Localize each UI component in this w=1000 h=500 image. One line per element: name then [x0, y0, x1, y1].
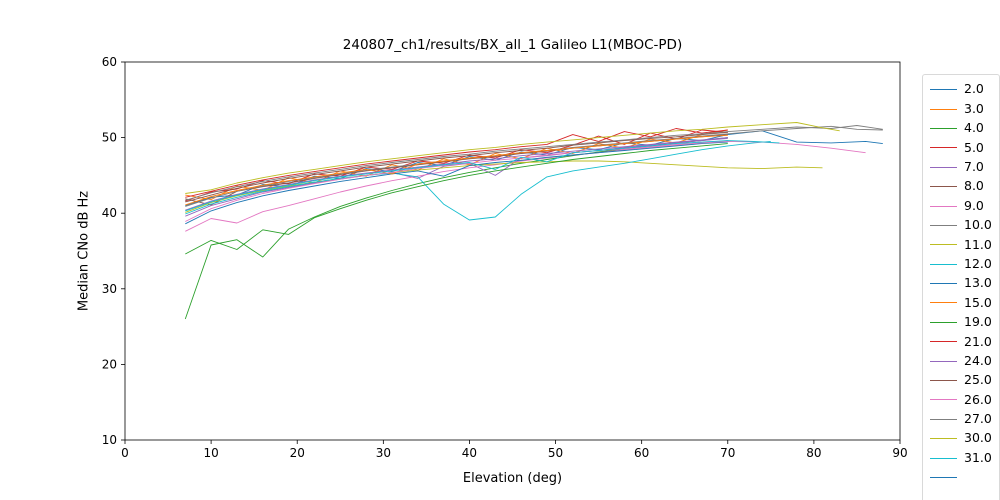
series-line-26.0 [185, 140, 866, 222]
legend-label: 27.0 [964, 411, 992, 427]
legend-line-swatch [930, 457, 957, 459]
legend-item-11.0: 11.0 [930, 235, 999, 254]
x-tick-label: 80 [806, 446, 821, 460]
series-line-10.0 [185, 125, 883, 207]
series-line-25.0 [185, 131, 728, 203]
x-axis-label: Elevation (deg) [462, 471, 563, 486]
legend-item-8.0: 8.0 [930, 177, 999, 196]
legend-line-swatch [930, 147, 957, 149]
axes-frame [124, 61, 901, 441]
legend-label: 24.0 [964, 352, 992, 368]
legend-item-7.0: 7.0 [930, 158, 999, 177]
series-line-11.0 [185, 160, 823, 213]
y-tick-label: 60 [102, 55, 117, 69]
x-tick-label: 60 [634, 446, 649, 460]
legend-label: 21.0 [964, 333, 992, 349]
legend-line-swatch [930, 89, 957, 91]
y-tick-label: 30 [102, 282, 117, 296]
legend-label: 9.0 [964, 197, 984, 213]
legend-label: 25.0 [964, 372, 992, 388]
legend-label: 7.0 [964, 159, 984, 174]
series-line-13.0 [185, 141, 728, 225]
legend-line-swatch [930, 477, 957, 478]
legend-line-swatch [930, 341, 957, 343]
series-line-9.0 [185, 140, 728, 232]
series-line-24.0 [185, 137, 728, 211]
legend-item-10.0: 10.0 [930, 216, 999, 235]
legend-label: 13.0 [964, 275, 992, 291]
x-tick-label: 20 [290, 446, 305, 460]
legend-item-31.0: 31.0 [930, 448, 999, 467]
series-line-15.0 [185, 134, 728, 206]
legend-item-30.0: 30.0 [930, 429, 999, 448]
series-line-19.0 [185, 143, 728, 255]
legend-line-swatch [930, 418, 957, 420]
legend-line-swatch [930, 283, 957, 285]
legend-item-26.0: 26.0 [930, 390, 999, 409]
legend-line-swatch [930, 263, 957, 265]
legend-label: 26.0 [964, 391, 992, 407]
legend-item-19.0: 19.0 [930, 313, 999, 332]
legend-item-12.0: 12.0 [930, 255, 999, 274]
series-line-31.0 [185, 140, 780, 212]
legend-item-2.0: 2.0 [930, 80, 999, 99]
legend-item-27.0: 27.0 [930, 410, 999, 429]
chart-title: 240807_ch1/results/BX_all_1 Galileo L1(M… [342, 37, 683, 53]
y-tick-label: 10 [102, 433, 117, 447]
legend-item-24.0: 24.0 [930, 351, 999, 370]
legend-line-swatch [930, 399, 957, 401]
legend-label: 30.0 [964, 430, 992, 446]
legend-label: 12.0 [964, 255, 992, 271]
legend-line-swatch [930, 360, 957, 362]
legend-item-15.0: 15.0 [930, 293, 999, 312]
legend-item-5.0: 5.0 [930, 138, 999, 157]
legend-label: 5.0 [964, 139, 984, 155]
legend-line-swatch [930, 108, 957, 110]
legend-line-swatch [930, 205, 957, 207]
x-tick-label: 0 [121, 446, 129, 460]
x-tick-label: 30 [376, 446, 391, 460]
legend-line-swatch [930, 244, 957, 246]
series-line-30.0 [185, 122, 840, 194]
legend-label: 10.0 [964, 217, 992, 233]
legend-line-swatch [930, 302, 957, 304]
legend-line-swatch [930, 166, 957, 168]
legend-line-swatch [930, 438, 957, 440]
legend-item-partial [930, 468, 999, 487]
legend-label: 11.0 [964, 236, 992, 252]
legend-line-swatch [930, 380, 957, 382]
x-tick-label: 50 [548, 446, 563, 460]
legend-label: 31.0 [964, 449, 992, 465]
legend-label: 8.0 [964, 178, 984, 194]
x-tick-label: 90 [892, 446, 907, 460]
legend-label: 2.0 [964, 81, 984, 97]
legend-line-swatch [930, 224, 957, 226]
legend-label: 3.0 [964, 100, 984, 116]
legend-item-25.0: 25.0 [930, 371, 999, 390]
legend-line-swatch [930, 127, 957, 129]
legend-label: 19.0 [964, 314, 992, 330]
legend-line-swatch [930, 186, 957, 188]
y-tick-label: 50 [102, 131, 117, 145]
legend-label: 15.0 [964, 294, 992, 310]
legend-line-swatch [930, 321, 957, 323]
legend-item-21.0: 21.0 [930, 332, 999, 351]
legend-item-4.0: 4.0 [930, 119, 999, 138]
legend-item-13.0: 13.0 [930, 274, 999, 293]
y-tick-label: 40 [102, 206, 117, 220]
series-line-27.0 [185, 125, 883, 201]
legend-item-3.0: 3.0 [930, 99, 999, 118]
legend-label: 4.0 [964, 120, 984, 136]
x-tick-label: 70 [720, 446, 735, 460]
series-line-12.0 [185, 140, 771, 221]
legend-item-9.0: 9.0 [930, 196, 999, 215]
x-tick-label: 10 [203, 446, 218, 460]
legend: 2.0 3.0 4.0 5.0 7.0 8.0 9.0 10.0 11.0 12.0 13.0 15.… [922, 74, 1000, 500]
x-tick-label: 40 [462, 446, 477, 460]
y-tick-label: 20 [102, 357, 117, 371]
